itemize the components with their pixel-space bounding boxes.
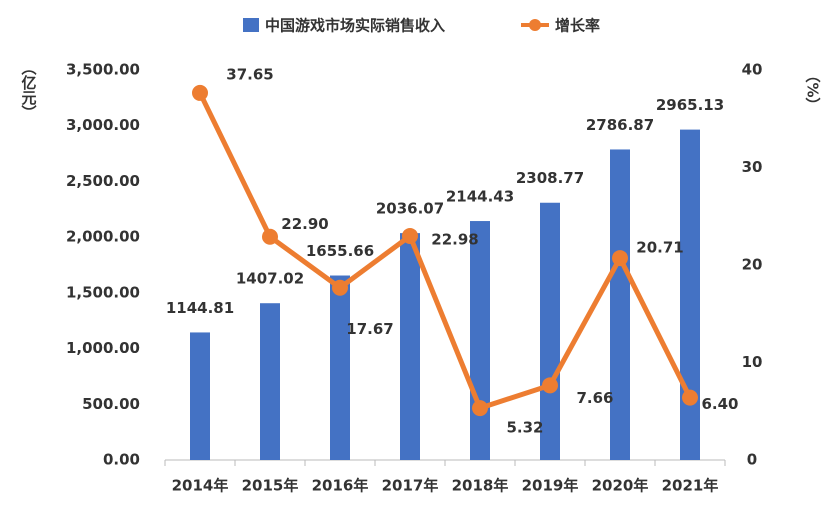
legend-swatch (529, 19, 541, 31)
line-value-label: 37.65 (226, 65, 273, 83)
x-tick-label: 2015年 (242, 477, 299, 495)
y-tick-label: 500.00 (82, 395, 140, 413)
y2-axis-label: （%） (804, 67, 822, 112)
bar-value-label: 2308.77 (516, 169, 584, 187)
x-tick-label: 2019年 (522, 477, 579, 495)
line-point (402, 227, 418, 244)
legend-swatch (243, 18, 259, 32)
y-tick-label: 2,500.00 (66, 172, 140, 190)
growth-line (197, 91, 693, 412)
x-tick-label: 2014年 (172, 477, 229, 495)
line-point (542, 377, 558, 394)
line-value-label: 22.98 (431, 230, 478, 248)
line-point (192, 84, 208, 101)
line-point (332, 279, 348, 296)
line-point (262, 228, 278, 245)
y2-tick-label: 0 (747, 451, 757, 469)
y2-tick-label: 40 (742, 61, 763, 79)
y-tick-label: 3,000.00 (66, 116, 140, 134)
x-tick-label: 2018年 (452, 477, 509, 495)
legend-label: 增长率 (555, 17, 600, 35)
bar (470, 221, 490, 460)
line-value-label: 17.67 (346, 320, 393, 338)
y-tick-label: 0.00 (103, 451, 140, 469)
y-tick-label: 1,000.00 (66, 339, 140, 357)
bar-value-label: 1144.81 (166, 299, 234, 317)
line-point (612, 250, 628, 267)
line-value-label: 7.66 (576, 389, 613, 407)
line-value-label: 6.40 (701, 395, 738, 413)
y2-tick-label: 30 (742, 158, 763, 176)
line-point (472, 400, 488, 417)
bar (330, 275, 350, 460)
y-tick-label: 2,000.00 (66, 228, 140, 246)
bar-value-label: 2965.13 (656, 96, 724, 114)
x-tick-label: 2017年 (382, 477, 439, 495)
bar-value-label: 2036.07 (376, 200, 444, 218)
bar (540, 202, 560, 460)
line-value-label: 20.71 (636, 239, 683, 257)
y2-tick-label: 10 (742, 353, 763, 371)
x-tick-label: 2016年 (312, 477, 369, 495)
legend-label: 中国游戏市场实际销售收入 (265, 17, 445, 35)
y-tick-label: 1,500.00 (66, 283, 140, 301)
y2-tick-label: 20 (742, 256, 763, 274)
bar-value-label: 2786.87 (586, 116, 654, 134)
bar (680, 129, 700, 460)
y-tick-label: 3,500.00 (66, 61, 140, 79)
bar-value-label: 1655.66 (306, 242, 374, 260)
bar (610, 149, 630, 460)
line-value-label: 5.32 (506, 419, 543, 437)
line-point (682, 389, 698, 406)
bar (260, 303, 280, 460)
x-tick-label: 2021年 (662, 477, 719, 495)
bar (400, 233, 420, 460)
line-value-label: 22.90 (281, 215, 328, 233)
bar-value-label: 1407.02 (236, 270, 304, 288)
y-axis-label: （亿元） (20, 60, 38, 120)
bar-value-label: 2144.43 (446, 188, 514, 206)
x-tick-label: 2020年 (592, 477, 649, 495)
bar (190, 332, 210, 460)
